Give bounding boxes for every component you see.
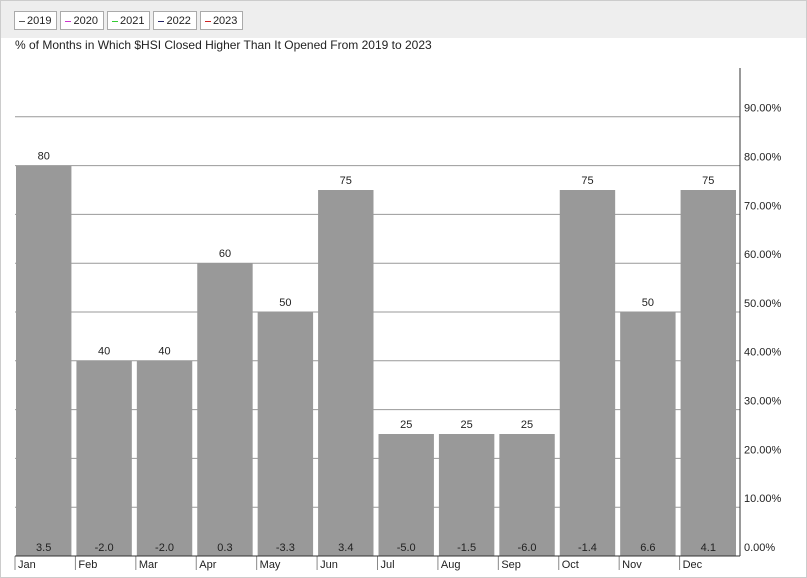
y-tick-label: 40.00% — [744, 347, 782, 359]
x-tick-label: May — [260, 559, 281, 571]
bar — [16, 165, 72, 556]
bottom-label: -2.0 — [155, 542, 174, 554]
legend-label: 2020 — [73, 15, 98, 27]
value-label: 40 — [98, 346, 110, 358]
y-tick-label: 60.00% — [744, 249, 782, 261]
y-tick-label: 0.00% — [744, 542, 775, 554]
legend-button[interactable]: 2019 — [14, 11, 58, 30]
bottom-label: -6.0 — [518, 542, 537, 554]
bottom-label: 6.6 — [640, 542, 655, 554]
y-tick-label: 30.00% — [744, 396, 782, 408]
x-tick-label: Oct — [562, 559, 579, 571]
x-tick-label: Feb — [78, 559, 97, 571]
bottom-label: 0.3 — [217, 542, 232, 554]
legend-button[interactable]: 2022 — [153, 11, 197, 30]
bar — [197, 263, 253, 556]
y-tick-label: 90.00% — [744, 103, 782, 115]
bottom-label: -1.4 — [578, 542, 597, 554]
bar — [499, 434, 555, 556]
y-tick-label: 50.00% — [744, 298, 782, 310]
bottom-label: -3.3 — [276, 542, 295, 554]
legend: 2019 2020 2021 2022 2023 — [14, 11, 244, 30]
bottom-label: 4.1 — [701, 542, 716, 554]
legend-swatch — [111, 20, 118, 22]
value-label: 50 — [642, 297, 654, 309]
value-label: 75 — [581, 175, 593, 187]
value-label: 60 — [219, 248, 231, 260]
x-tick-label: Sep — [501, 559, 521, 571]
x-tick-label: Jan — [18, 559, 36, 571]
y-tick-label: 10.00% — [744, 493, 782, 505]
bar — [257, 312, 314, 556]
x-tick-label: Aug — [441, 559, 461, 571]
x-tick-label: Jun — [320, 559, 338, 571]
legend-label: 2022 — [166, 15, 191, 27]
legend-swatch — [158, 20, 165, 22]
x-tick-label: Nov — [622, 559, 642, 571]
value-label: 50 — [279, 297, 291, 309]
x-tick-label: Jul — [381, 559, 395, 571]
bottom-label: -5.0 — [397, 542, 416, 554]
bar — [680, 190, 736, 556]
bar — [438, 434, 495, 556]
bottom-label: -1.5 — [457, 542, 476, 554]
bar — [318, 190, 374, 556]
legend-swatch — [19, 20, 25, 22]
chart-title: % of Months in Which $HSI Closed Higher … — [15, 38, 432, 52]
legend-swatch — [65, 20, 72, 22]
legend-label: 2019 — [27, 15, 52, 27]
bottom-label: 3.5 — [36, 542, 51, 554]
x-tick-label: Apr — [199, 559, 216, 571]
bar — [136, 360, 193, 556]
legend-label: 2021 — [119, 15, 145, 27]
value-label: 25 — [461, 419, 473, 431]
value-label: 25 — [521, 419, 533, 431]
value-label: 80 — [38, 151, 50, 163]
value-label: 40 — [158, 346, 170, 358]
bar — [620, 312, 676, 556]
legend-label: 2023 — [212, 15, 238, 27]
x-tick-label: Mar — [139, 559, 158, 571]
y-tick-label: 80.00% — [744, 152, 782, 164]
value-label: 25 — [400, 419, 412, 431]
x-tick-label: Dec — [683, 559, 703, 571]
legend-button[interactable]: 2020 — [60, 11, 104, 30]
y-tick-label: 70.00% — [744, 200, 782, 212]
bar — [559, 190, 616, 556]
bottom-label: -2.0 — [95, 542, 114, 554]
bar — [76, 360, 132, 556]
legend-swatch — [204, 20, 211, 22]
legend-button[interactable]: 2021 — [106, 11, 151, 30]
value-label: 75 — [702, 175, 714, 187]
value-label: 75 — [340, 175, 352, 187]
bottom-label: 3.4 — [338, 542, 353, 554]
y-tick-label: 20.00% — [744, 444, 782, 456]
bar — [378, 434, 434, 556]
legend-button[interactable]: 2023 — [199, 11, 244, 30]
